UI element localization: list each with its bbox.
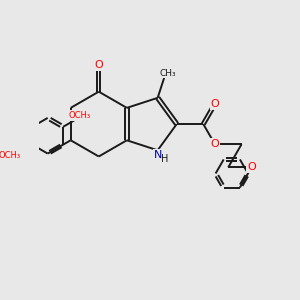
Text: N: N — [154, 149, 163, 160]
Text: O: O — [211, 139, 219, 149]
Text: H: H — [161, 154, 169, 164]
Text: OCH₃: OCH₃ — [68, 111, 91, 120]
Text: O: O — [247, 162, 256, 172]
Text: O: O — [94, 60, 103, 70]
Text: CH₃: CH₃ — [160, 69, 176, 78]
Text: OCH₃: OCH₃ — [0, 152, 20, 160]
Text: O: O — [211, 99, 219, 109]
